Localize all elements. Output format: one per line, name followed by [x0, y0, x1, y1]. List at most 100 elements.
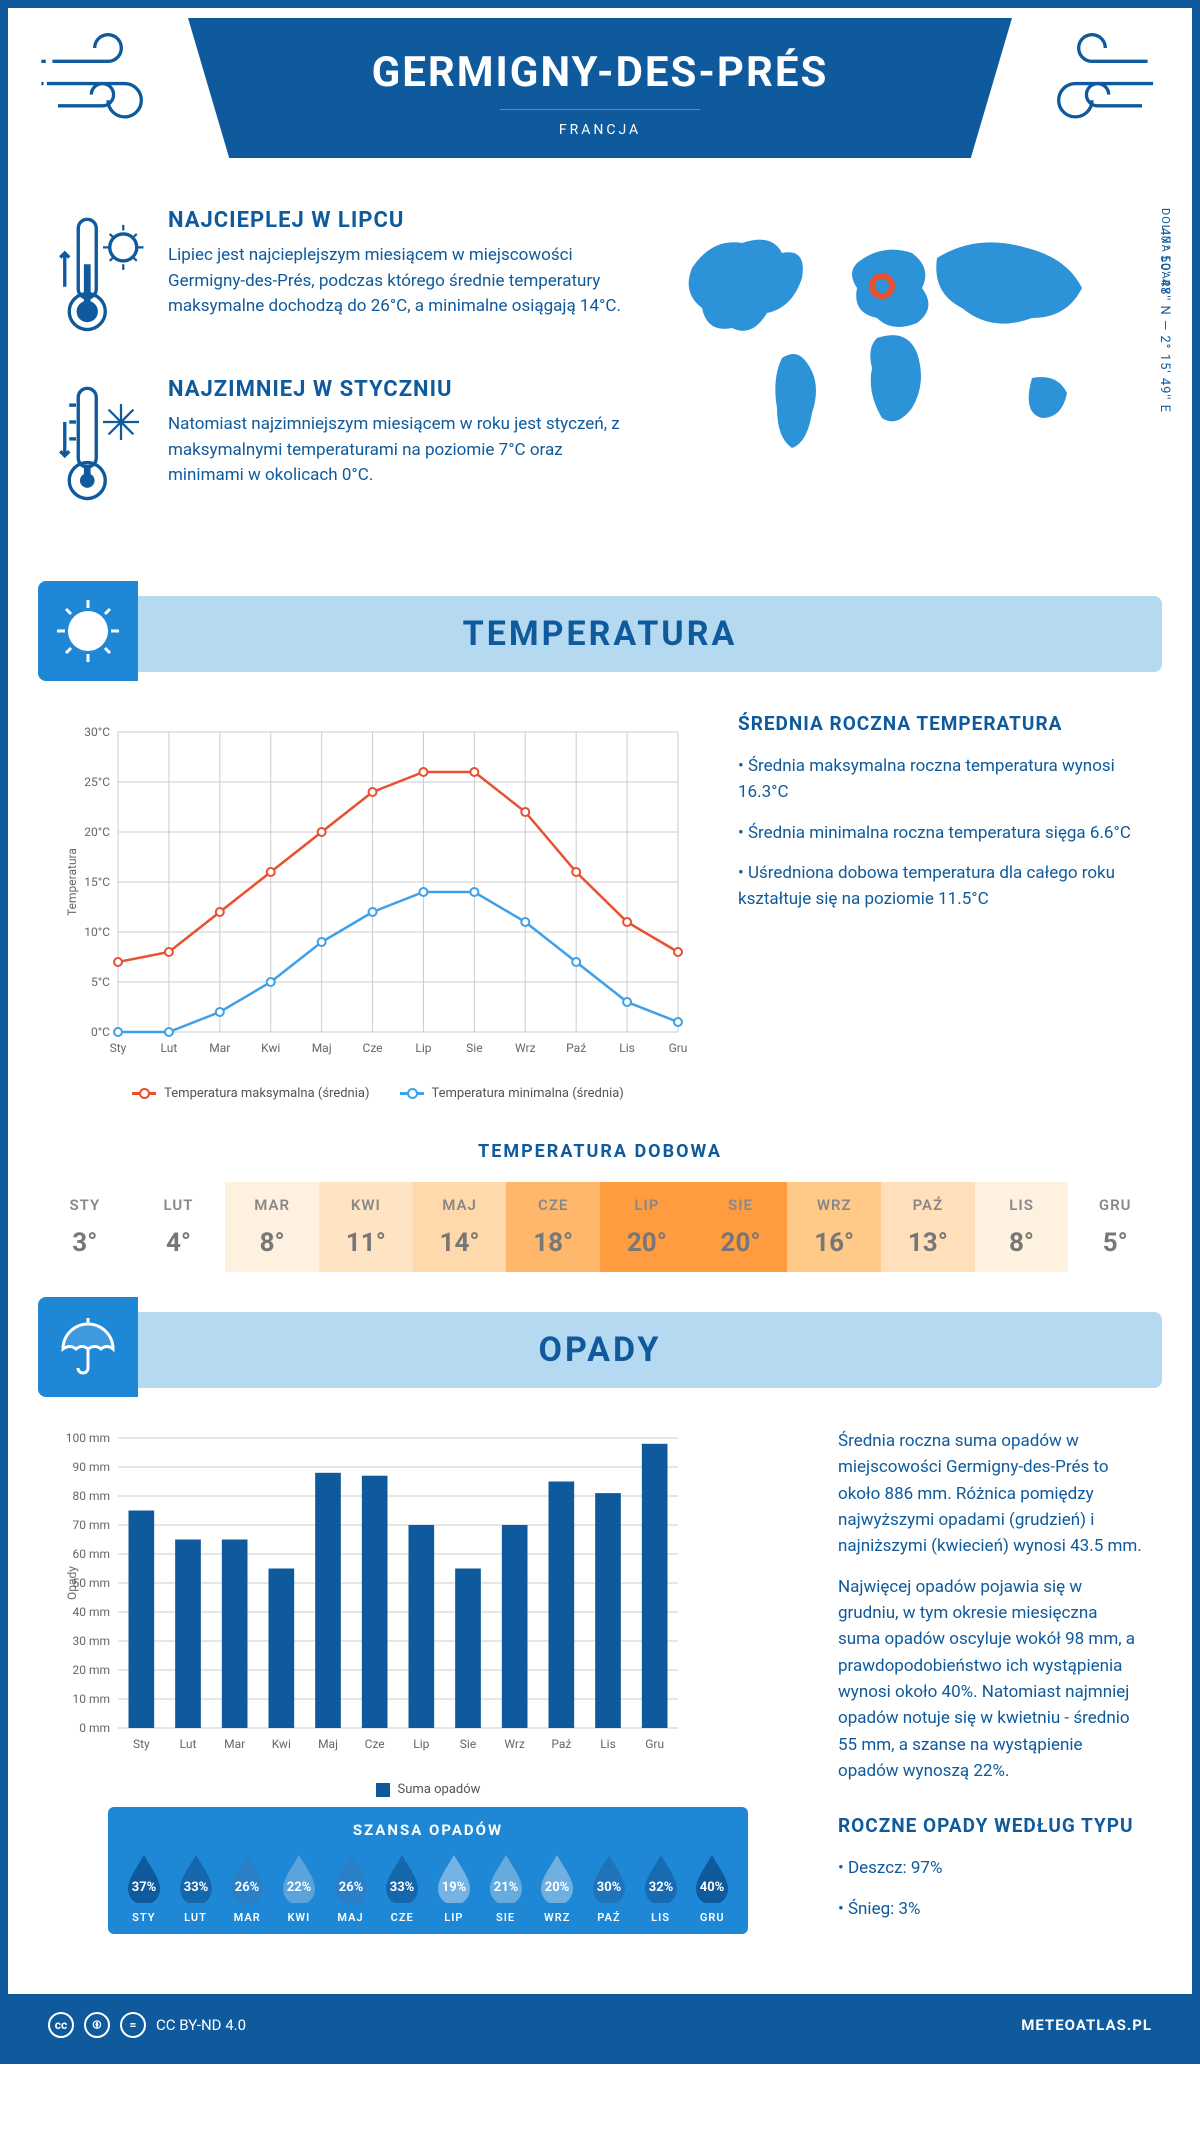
svg-text:30°C: 30°C	[84, 725, 110, 739]
coordinates: 47° 50' 48'' N — 2° 15' 49'' E	[1157, 228, 1172, 413]
daily-cell: MAJ14°	[413, 1182, 507, 1272]
daily-cell: PAŹ13°	[881, 1182, 975, 1272]
svg-text:21%: 21%	[493, 1880, 518, 1895]
svg-text:25°C: 25°C	[84, 775, 110, 789]
svg-text:Paź: Paź	[551, 1737, 571, 1751]
header-banner: GERMIGNY-DES-PRÉS FRANCJA	[188, 18, 1012, 158]
svg-text:90 mm: 90 mm	[72, 1460, 110, 1474]
svg-text:37%: 37%	[132, 1880, 157, 1895]
daily-temp-row: STY3°LUT4°MAR8°KWI11°MAJ14°CZE18°LIP20°S…	[38, 1182, 1162, 1272]
svg-text:Kwi: Kwi	[261, 1041, 280, 1055]
svg-text:26%: 26%	[338, 1880, 363, 1895]
rain-chart-legend: Suma opadów	[58, 1782, 798, 1797]
coldest-text: Natomiast najzimniejszym miesiącem w rok…	[168, 412, 622, 489]
city-name: GERMIGNY-DES-PRÉS	[208, 48, 992, 97]
temperature-section-header: TEMPERATURA	[38, 596, 1162, 672]
rain-drop: 32%LIS	[635, 1851, 687, 1924]
svg-text:10 mm: 10 mm	[72, 1692, 110, 1706]
rain-para-1: Średnia roczna suma opadów w miejscowośc…	[838, 1428, 1142, 1560]
nd-icon: =	[120, 2012, 146, 2038]
svg-text:80 mm: 80 mm	[72, 1489, 110, 1503]
svg-text:30%: 30%	[597, 1880, 622, 1895]
svg-text:Lis: Lis	[619, 1041, 635, 1055]
svg-text:Maj: Maj	[318, 1737, 338, 1751]
site-name: METEOATLAS.PL	[1021, 2016, 1152, 2034]
rain-drop: 19%LIP	[428, 1851, 480, 1924]
infographic-page: GERMIGNY-DES-PRÉS FRANCJA NAJCIEPLEJ W L…	[0, 0, 1200, 2064]
rain-type-item: Śnieg: 3%	[838, 1896, 1142, 1922]
svg-text:26%: 26%	[235, 1880, 260, 1895]
svg-text:Mar: Mar	[209, 1041, 230, 1055]
daily-cell: LIS8°	[975, 1182, 1069, 1272]
warmest-title: NAJCIEPLEJ W LIPCU	[168, 208, 622, 233]
cc-icon: cc	[48, 2012, 74, 2038]
daily-cell: WRZ16°	[787, 1182, 881, 1272]
svg-text:Mar: Mar	[224, 1737, 245, 1751]
svg-text:100 mm: 100 mm	[66, 1431, 110, 1445]
daily-cell: KWI11°	[319, 1182, 413, 1272]
rain-drop: 40%GRU	[686, 1851, 738, 1924]
country-name: FRANCJA	[500, 109, 700, 138]
svg-text:Lip: Lip	[415, 1041, 431, 1055]
temp-bullet: Uśredniona dobowa temperatura dla całego…	[738, 860, 1142, 913]
rain-drop: 20%WRZ	[531, 1851, 583, 1924]
svg-text:Lut: Lut	[180, 1737, 197, 1751]
svg-text:33%: 33%	[183, 1880, 208, 1895]
footer: cc 🅯 = CC BY-ND 4.0 METEOATLAS.PL	[8, 1994, 1192, 2056]
svg-text:Opady: Opady	[65, 1566, 79, 1600]
temp-chart-legend: Temperatura maksymalna (średnia) Tempera…	[58, 1086, 698, 1101]
rain-drop: 33%CZE	[376, 1851, 428, 1924]
rain-para-2: Najwięcej opadów pojawia się w grudniu, …	[838, 1574, 1142, 1785]
rain-title: OPADY	[56, 1330, 1144, 1370]
svg-text:22%: 22%	[287, 1880, 312, 1895]
svg-text:15°C: 15°C	[84, 875, 110, 889]
svg-text:5°C: 5°C	[91, 975, 110, 989]
svg-text:Maj: Maj	[312, 1041, 332, 1055]
rain-section-header: OPADY	[38, 1312, 1162, 1388]
rain-bar-chart: 0 mm10 mm20 mm30 mm40 mm50 mm60 mm70 mm8…	[58, 1428, 698, 1768]
rain-drop: 26%MAR	[221, 1851, 273, 1924]
world-map: DOLINA LOARY 47° 50' 48'' N — 2° 15' 49'…	[662, 208, 1142, 546]
svg-text:Wrz: Wrz	[504, 1737, 525, 1751]
svg-text:0 mm: 0 mm	[79, 1721, 110, 1735]
rain-drop: 22%KWI	[273, 1851, 325, 1924]
svg-text:19%: 19%	[442, 1880, 467, 1895]
svg-text:40 mm: 40 mm	[72, 1605, 110, 1619]
rain-drop: 37%STY	[118, 1851, 170, 1924]
daily-cell: SIE20°	[694, 1182, 788, 1272]
svg-text:Sie: Sie	[466, 1041, 482, 1055]
rain-drop: 26%MAJ	[325, 1851, 377, 1924]
svg-text:70 mm: 70 mm	[72, 1518, 110, 1532]
svg-text:Lut: Lut	[161, 1041, 178, 1055]
rain-summary: Średnia roczna suma opadów w miejscowośc…	[838, 1428, 1142, 1964]
svg-text:Kwi: Kwi	[272, 1737, 291, 1751]
svg-text:20%: 20%	[545, 1880, 570, 1895]
svg-text:Gru: Gru	[669, 1041, 688, 1055]
svg-text:Lis: Lis	[600, 1737, 616, 1751]
rain-type-item: Deszcz: 97%	[838, 1855, 1142, 1881]
svg-text:40%: 40%	[700, 1880, 725, 1895]
svg-text:32%: 32%	[648, 1880, 673, 1895]
svg-text:Paź: Paź	[566, 1041, 586, 1055]
svg-text:Lip: Lip	[413, 1737, 429, 1751]
temperature-line-chart: 0°C5°C10°C15°C20°C25°C30°CStyLutMarKwiMa…	[58, 712, 698, 1101]
daily-cell: CZE18°	[506, 1182, 600, 1272]
svg-text:20°C: 20°C	[84, 825, 110, 839]
thermometer-hot-icon	[58, 208, 148, 347]
svg-text:20 mm: 20 mm	[72, 1663, 110, 1677]
coldest-block: NAJZIMNIEJ W STYCZNIU Natomiast najzimni…	[58, 377, 622, 516]
svg-text:Cze: Cze	[363, 1041, 383, 1055]
temperature-summary: ŚREDNIA ROCZNA TEMPERATURA Średnia maksy…	[738, 712, 1142, 1101]
daily-cell: LIP20°	[600, 1182, 694, 1272]
wind-icon-right	[1022, 28, 1162, 128]
rain-type-title: ROCZNE OPADY WEDŁUG TYPU	[838, 1814, 1142, 1837]
wind-icon-left	[38, 28, 178, 128]
svg-text:Gru: Gru	[645, 1737, 664, 1751]
warmest-text: Lipiec jest najcieplejszym miesiącem w m…	[168, 243, 622, 320]
daily-cell: GRU5°	[1068, 1182, 1162, 1272]
temp-bullet: Średnia maksymalna roczna temperatura wy…	[738, 753, 1142, 806]
svg-text:Cze: Cze	[365, 1737, 385, 1751]
avg-temp-title: ŚREDNIA ROCZNA TEMPERATURA	[738, 712, 1142, 735]
warmest-block: NAJCIEPLEJ W LIPCU Lipiec jest najcieple…	[58, 208, 622, 347]
sun-icon	[38, 581, 138, 681]
